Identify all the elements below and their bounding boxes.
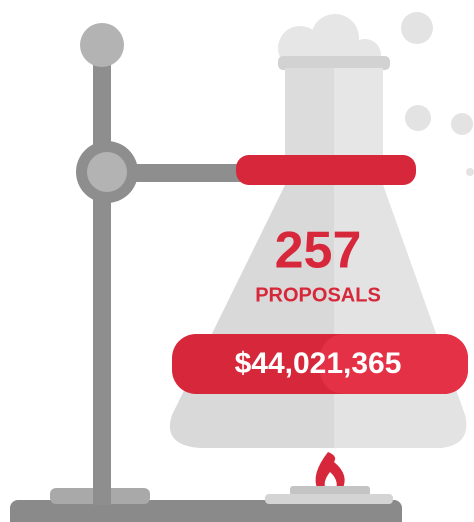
flask-neck-light — [334, 68, 383, 160]
clamp-inner — [87, 152, 127, 192]
infographic: 257 PROPOSALS $44,021,365 — [0, 0, 474, 522]
pole-knob — [80, 23, 124, 67]
amount: $44,021,365 — [235, 347, 402, 380]
flask-band — [236, 155, 416, 185]
count: 257 — [275, 222, 362, 280]
count-label: PROPOSALS — [255, 284, 381, 306]
flask-lip — [278, 56, 390, 70]
burner-base — [265, 494, 393, 504]
stand-pole — [93, 45, 111, 505]
